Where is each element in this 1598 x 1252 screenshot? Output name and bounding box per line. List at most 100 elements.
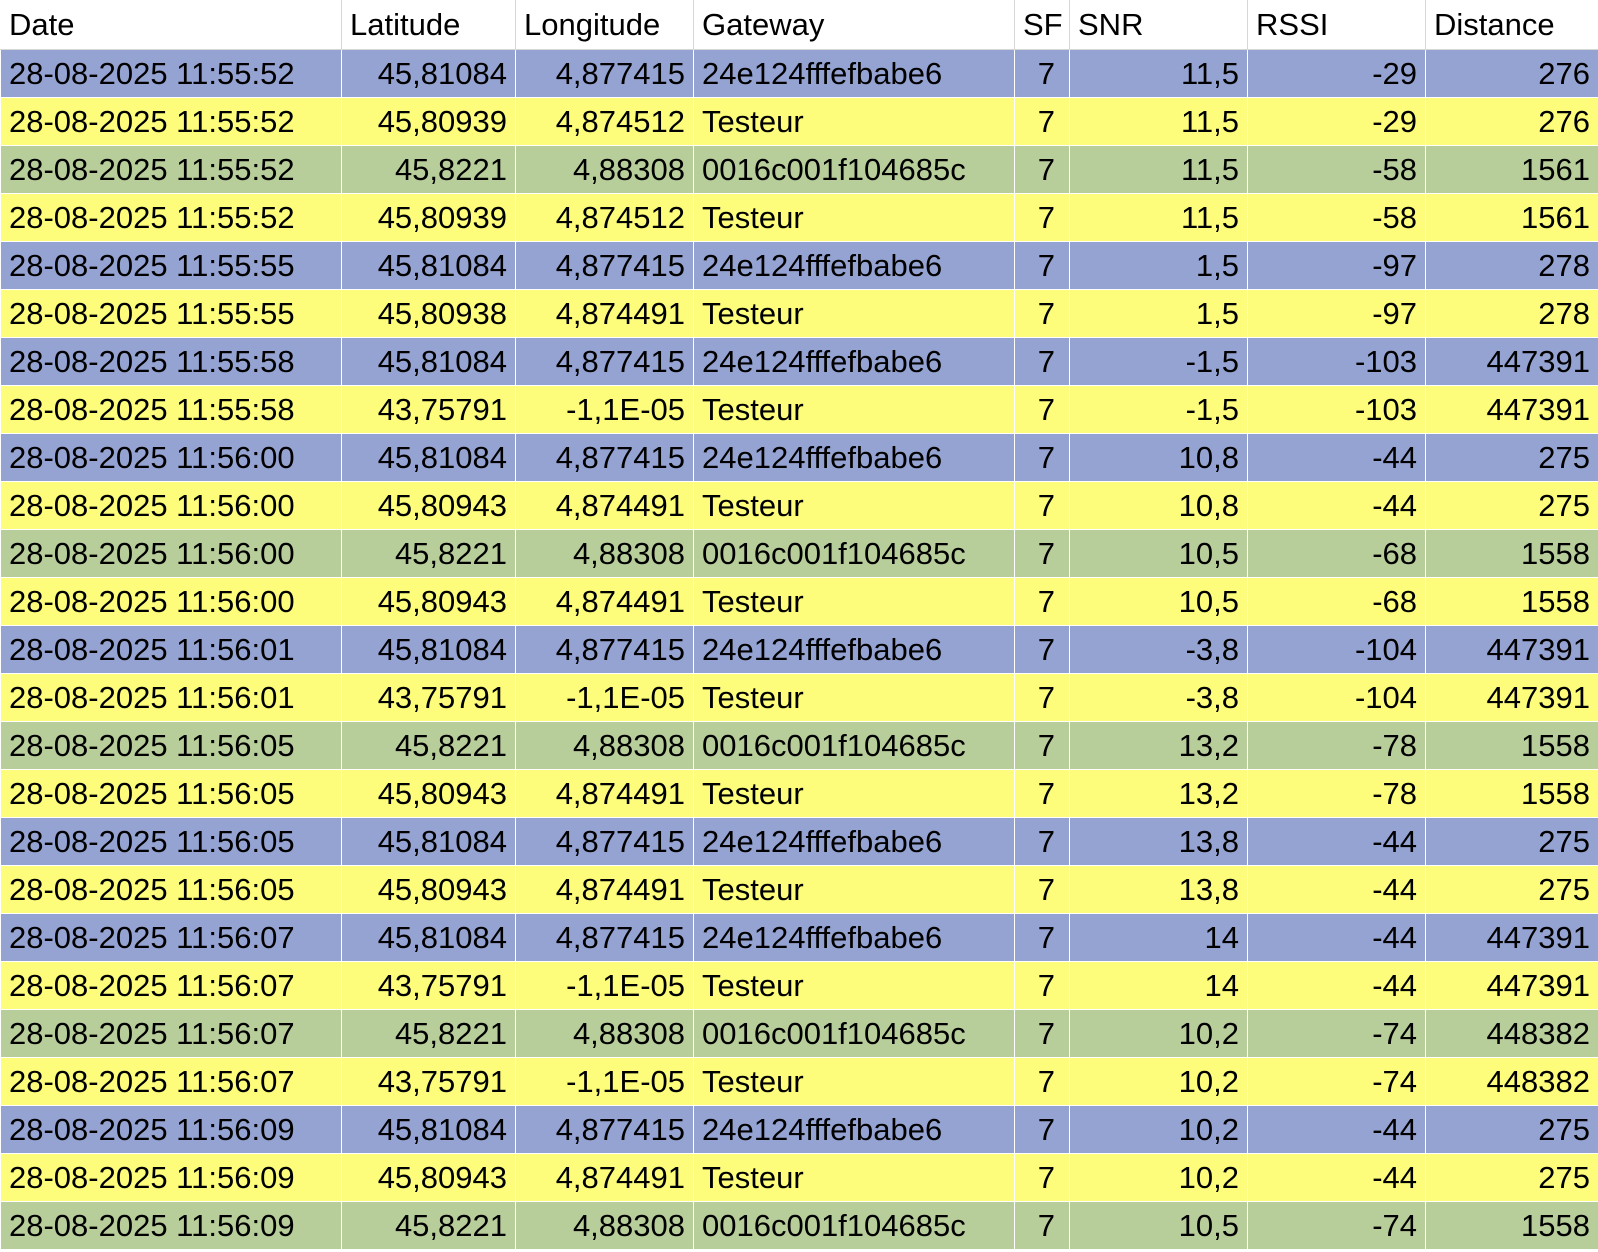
cell-date[interactable]: 28-08-2025 11:56:09 bbox=[0, 1153, 342, 1202]
cell-distance[interactable]: 275 bbox=[1425, 865, 1598, 914]
cell-date[interactable]: 28-08-2025 11:55:52 bbox=[0, 49, 342, 98]
cell-date[interactable]: 28-08-2025 11:56:05 bbox=[0, 769, 342, 818]
cell-gateway[interactable]: 24e124fffefbabe6 bbox=[693, 625, 1015, 674]
cell-rssi[interactable]: -44 bbox=[1247, 481, 1426, 530]
cell-rssi[interactable]: -44 bbox=[1247, 1105, 1426, 1154]
cell-latitude[interactable]: 45,81084 bbox=[341, 241, 516, 290]
cell-distance[interactable]: 1558 bbox=[1425, 577, 1598, 626]
column-header-sf[interactable]: SF bbox=[1014, 0, 1070, 50]
cell-sf[interactable]: 7 bbox=[1014, 97, 1070, 146]
cell-snr[interactable]: 13,8 bbox=[1069, 865, 1248, 914]
cell-longitude[interactable]: 4,877415 bbox=[515, 337, 694, 386]
cell-longitude[interactable]: 4,874512 bbox=[515, 193, 694, 242]
cell-sf[interactable]: 7 bbox=[1014, 1105, 1070, 1154]
cell-gateway[interactable]: Testeur bbox=[693, 577, 1015, 626]
cell-distance[interactable]: 278 bbox=[1425, 289, 1598, 338]
cell-gateway[interactable]: 24e124fffefbabe6 bbox=[693, 1105, 1015, 1154]
cell-latitude[interactable]: 43,75791 bbox=[341, 961, 516, 1010]
cell-date[interactable]: 28-08-2025 11:56:00 bbox=[0, 433, 342, 482]
cell-gateway[interactable]: Testeur bbox=[693, 97, 1015, 146]
cell-latitude[interactable]: 45,8221 bbox=[341, 529, 516, 578]
cell-rssi[interactable]: -44 bbox=[1247, 433, 1426, 482]
cell-gateway[interactable]: Testeur bbox=[693, 769, 1015, 818]
cell-gateway[interactable]: 24e124fffefbabe6 bbox=[693, 817, 1015, 866]
cell-gateway[interactable]: Testeur bbox=[693, 961, 1015, 1010]
cell-distance[interactable]: 1561 bbox=[1425, 145, 1598, 194]
cell-latitude[interactable]: 43,75791 bbox=[341, 1057, 516, 1106]
cell-distance[interactable]: 1561 bbox=[1425, 193, 1598, 242]
cell-rssi[interactable]: -68 bbox=[1247, 577, 1426, 626]
cell-date[interactable]: 28-08-2025 11:56:09 bbox=[0, 1201, 342, 1250]
cell-distance[interactable]: 1558 bbox=[1425, 721, 1598, 770]
cell-gateway[interactable]: Testeur bbox=[693, 1153, 1015, 1202]
cell-date[interactable]: 28-08-2025 11:56:01 bbox=[0, 625, 342, 674]
cell-gateway[interactable]: Testeur bbox=[693, 193, 1015, 242]
cell-latitude[interactable]: 45,80943 bbox=[341, 1153, 516, 1202]
cell-longitude[interactable]: 4,874512 bbox=[515, 97, 694, 146]
cell-longitude[interactable]: 4,88308 bbox=[515, 1201, 694, 1250]
cell-date[interactable]: 28-08-2025 11:56:00 bbox=[0, 481, 342, 530]
cell-distance[interactable]: 448382 bbox=[1425, 1057, 1598, 1106]
cell-sf[interactable]: 7 bbox=[1014, 721, 1070, 770]
cell-snr[interactable]: 11,5 bbox=[1069, 145, 1248, 194]
cell-gateway[interactable]: 0016c001f104685c bbox=[693, 721, 1015, 770]
cell-longitude[interactable]: 4,877415 bbox=[515, 241, 694, 290]
cell-snr[interactable]: 10,2 bbox=[1069, 1105, 1248, 1154]
cell-gateway[interactable]: 24e124fffefbabe6 bbox=[693, 241, 1015, 290]
cell-gateway[interactable]: Testeur bbox=[693, 289, 1015, 338]
cell-distance[interactable]: 1558 bbox=[1425, 1201, 1598, 1250]
cell-sf[interactable]: 7 bbox=[1014, 385, 1070, 434]
cell-snr[interactable]: -1,5 bbox=[1069, 385, 1248, 434]
cell-latitude[interactable]: 43,75791 bbox=[341, 385, 516, 434]
cell-date[interactable]: 28-08-2025 11:56:01 bbox=[0, 673, 342, 722]
column-header-distance[interactable]: Distance bbox=[1425, 0, 1598, 50]
cell-longitude[interactable]: 4,877415 bbox=[515, 913, 694, 962]
column-header-rssi[interactable]: RSSI bbox=[1247, 0, 1426, 50]
cell-sf[interactable]: 7 bbox=[1014, 193, 1070, 242]
cell-longitude[interactable]: 4,874491 bbox=[515, 289, 694, 338]
cell-date[interactable]: 28-08-2025 11:56:00 bbox=[0, 577, 342, 626]
cell-latitude[interactable]: 45,81084 bbox=[341, 433, 516, 482]
column-header-snr[interactable]: SNR bbox=[1069, 0, 1248, 50]
cell-sf[interactable]: 7 bbox=[1014, 913, 1070, 962]
cell-snr[interactable]: 10,2 bbox=[1069, 1153, 1248, 1202]
cell-rssi[interactable]: -97 bbox=[1247, 241, 1426, 290]
cell-sf[interactable]: 7 bbox=[1014, 481, 1070, 530]
cell-date[interactable]: 28-08-2025 11:56:07 bbox=[0, 961, 342, 1010]
column-header-longitude[interactable]: Longitude bbox=[515, 0, 694, 50]
cell-gateway[interactable]: Testeur bbox=[693, 385, 1015, 434]
column-header-date[interactable]: Date bbox=[0, 0, 342, 50]
cell-longitude[interactable]: 4,874491 bbox=[515, 769, 694, 818]
cell-sf[interactable]: 7 bbox=[1014, 673, 1070, 722]
cell-date[interactable]: 28-08-2025 11:56:07 bbox=[0, 1009, 342, 1058]
cell-snr[interactable]: 10,8 bbox=[1069, 481, 1248, 530]
cell-longitude[interactable]: 4,88308 bbox=[515, 721, 694, 770]
cell-sf[interactable]: 7 bbox=[1014, 433, 1070, 482]
cell-distance[interactable]: 447391 bbox=[1425, 625, 1598, 674]
cell-longitude[interactable]: -1,1E-05 bbox=[515, 385, 694, 434]
cell-gateway[interactable]: 24e124fffefbabe6 bbox=[693, 337, 1015, 386]
cell-date[interactable]: 28-08-2025 11:55:55 bbox=[0, 289, 342, 338]
cell-sf[interactable]: 7 bbox=[1014, 241, 1070, 290]
cell-date[interactable]: 28-08-2025 11:56:09 bbox=[0, 1105, 342, 1154]
cell-rssi[interactable]: -58 bbox=[1247, 145, 1426, 194]
cell-snr[interactable]: -3,8 bbox=[1069, 625, 1248, 674]
cell-latitude[interactable]: 45,80943 bbox=[341, 769, 516, 818]
cell-date[interactable]: 28-08-2025 11:55:58 bbox=[0, 337, 342, 386]
cell-distance[interactable]: 275 bbox=[1425, 817, 1598, 866]
cell-sf[interactable]: 7 bbox=[1014, 625, 1070, 674]
cell-sf[interactable]: 7 bbox=[1014, 337, 1070, 386]
cell-distance[interactable]: 447391 bbox=[1425, 337, 1598, 386]
cell-sf[interactable]: 7 bbox=[1014, 961, 1070, 1010]
cell-date[interactable]: 28-08-2025 11:55:52 bbox=[0, 97, 342, 146]
cell-distance[interactable]: 276 bbox=[1425, 97, 1598, 146]
cell-longitude[interactable]: 4,88308 bbox=[515, 1009, 694, 1058]
cell-snr[interactable]: 10,8 bbox=[1069, 433, 1248, 482]
cell-snr[interactable]: 10,5 bbox=[1069, 577, 1248, 626]
cell-rssi[interactable]: -74 bbox=[1247, 1009, 1426, 1058]
cell-latitude[interactable]: 45,8221 bbox=[341, 721, 516, 770]
cell-date[interactable]: 28-08-2025 11:56:05 bbox=[0, 865, 342, 914]
cell-longitude[interactable]: 4,877415 bbox=[515, 817, 694, 866]
cell-date[interactable]: 28-08-2025 11:56:05 bbox=[0, 721, 342, 770]
cell-sf[interactable]: 7 bbox=[1014, 817, 1070, 866]
